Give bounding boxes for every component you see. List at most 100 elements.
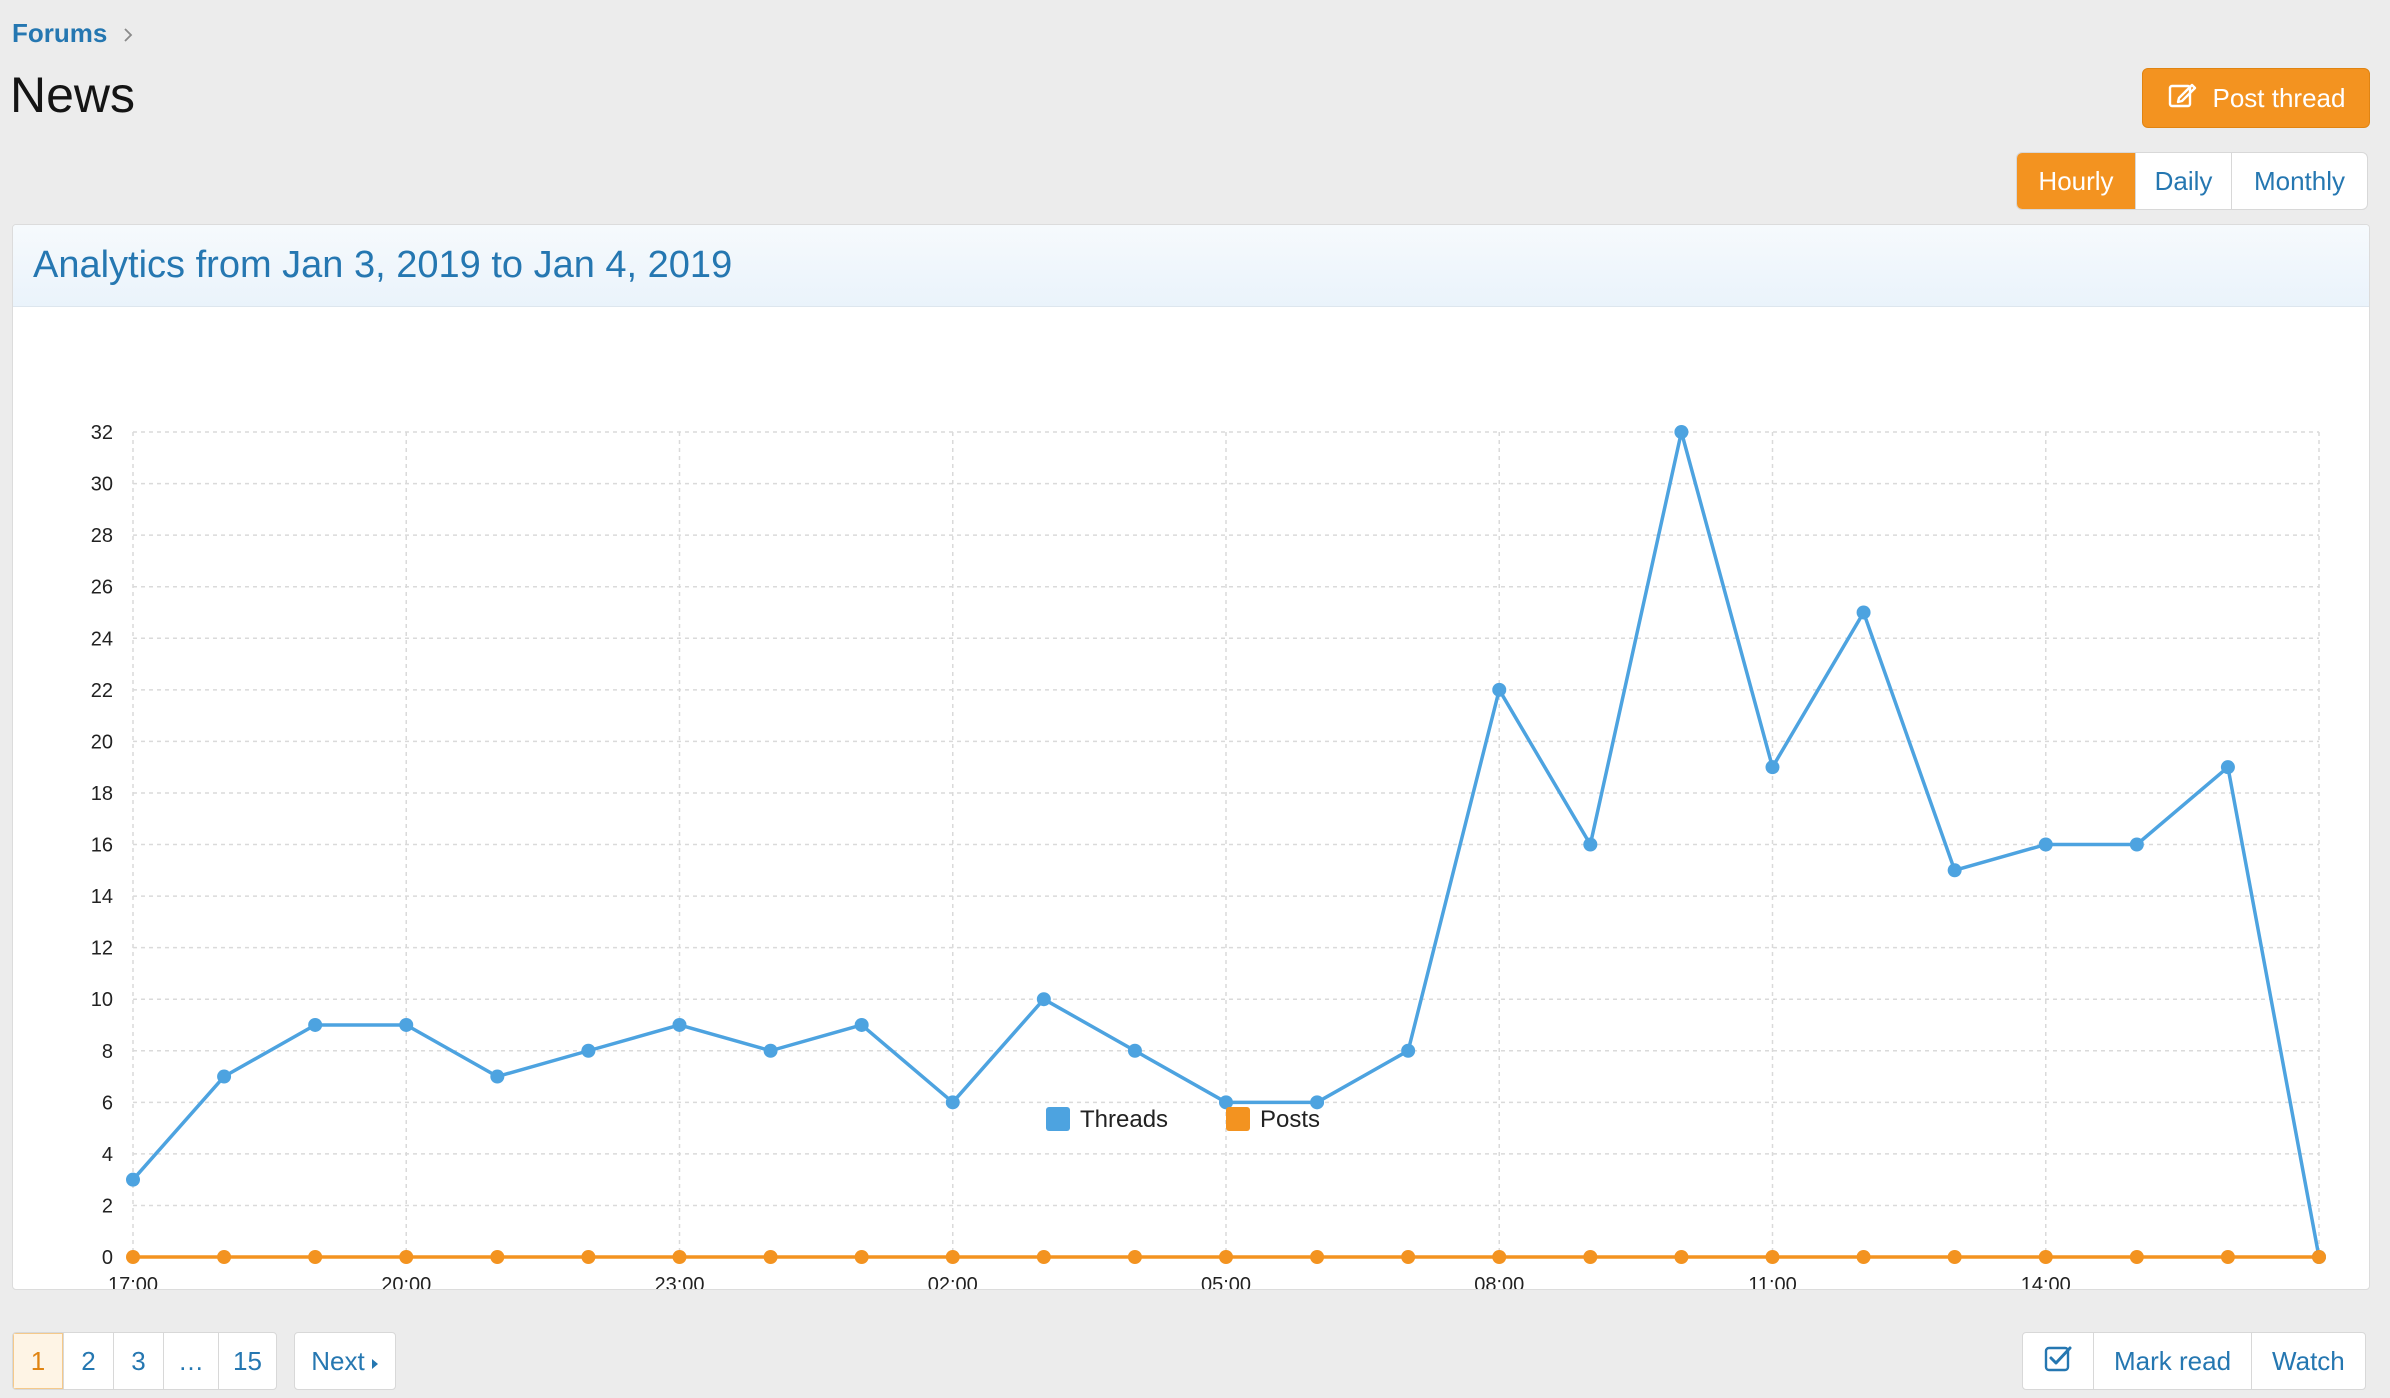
data-point-threads	[1127, 1043, 1142, 1058]
data-point-posts	[2038, 1250, 2053, 1264]
x-tick-label: 23:00	[654, 1274, 704, 1289]
legend-swatch-posts	[1226, 1107, 1250, 1131]
thread-actions: Mark read Watch	[2022, 1332, 2366, 1390]
data-point-posts	[854, 1250, 869, 1264]
data-point-threads	[2129, 837, 2144, 852]
legend-label-posts: Posts	[1260, 1106, 1320, 1133]
y-tick-label: 14	[91, 886, 113, 908]
y-tick-label: 32	[91, 422, 113, 444]
y-tick-label: 16	[91, 835, 113, 857]
data-point-threads	[399, 1017, 414, 1032]
data-point-posts	[2220, 1250, 2235, 1264]
page-link-15[interactable]: 15	[218, 1333, 276, 1389]
post-thread-button[interactable]: Post thread	[2142, 68, 2370, 128]
y-tick-label: 26	[91, 577, 113, 599]
analytics-panel: Analytics from Jan 3, 2019 to Jan 4, 201…	[12, 224, 2370, 1290]
legend-swatch-threads	[1046, 1107, 1070, 1131]
x-tick-label: 17:00	[108, 1274, 158, 1289]
data-point-threads	[217, 1069, 232, 1084]
data-point-posts	[581, 1250, 596, 1264]
data-point-threads	[2038, 837, 2053, 852]
x-tick-label: 05:00	[1201, 1274, 1251, 1289]
data-point-posts	[308, 1250, 323, 1264]
data-point-posts	[126, 1250, 140, 1264]
next-page-button[interactable]: Next	[294, 1332, 396, 1390]
data-point-posts	[2129, 1250, 2144, 1264]
data-point-threads	[2220, 760, 2235, 775]
watch-button[interactable]: Watch	[2251, 1333, 2365, 1389]
analytics-chart: 0 2 4 6 8 10 12 14 16 18 20 22 24 26 28 30 32 17:00 20:00 2…	[13, 307, 2369, 1289]
y-tick-label: 12	[91, 938, 113, 960]
period-hourly-button[interactable]: Hourly	[2017, 153, 2135, 209]
x-tick-label: 14:00	[2021, 1274, 2071, 1289]
checkbox-icon	[2043, 1343, 2073, 1380]
post-thread-label: Post thread	[2212, 82, 2346, 113]
data-point-threads	[1401, 1043, 1416, 1058]
data-point-posts	[1401, 1250, 1416, 1264]
y-tick-label: 0	[102, 1247, 113, 1269]
period-selector: Hourly Daily Monthly	[2016, 152, 2368, 210]
page-link-3[interactable]: 3	[113, 1333, 163, 1389]
data-point-threads	[672, 1017, 687, 1032]
data-point-posts	[1492, 1250, 1507, 1264]
data-point-posts	[490, 1250, 505, 1264]
pagination: 1 2 3 … 15	[12, 1332, 277, 1390]
y-tick-label: 28	[91, 525, 113, 547]
edit-icon	[2167, 80, 2197, 117]
data-point-threads	[854, 1017, 869, 1032]
data-point-threads	[1856, 605, 1871, 620]
data-point-posts	[1583, 1250, 1598, 1264]
x-tick-label: 08:00	[1474, 1274, 1524, 1289]
data-point-posts	[763, 1250, 778, 1264]
data-point-threads	[1219, 1095, 1233, 1110]
data-point-threads	[1674, 425, 1689, 439]
data-point-posts	[945, 1250, 960, 1264]
y-tick-label: 8	[102, 1041, 113, 1063]
y-tick-label: 10	[91, 989, 113, 1011]
y-tick-label: 2	[102, 1195, 113, 1217]
data-point-posts	[1765, 1250, 1780, 1264]
breadcrumb-forums-link[interactable]: Forums	[12, 18, 108, 48]
y-tick-label: 4	[102, 1144, 113, 1166]
y-tick-label: 30	[91, 474, 113, 496]
data-point-posts	[1127, 1250, 1142, 1264]
page-link-2[interactable]: 2	[63, 1333, 113, 1389]
data-point-threads	[763, 1043, 778, 1058]
analytics-panel-header: Analytics from Jan 3, 2019 to Jan 4, 201…	[13, 225, 2369, 307]
data-point-threads	[1492, 682, 1507, 697]
period-daily-button[interactable]: Daily	[2135, 153, 2231, 209]
next-page-label: Next	[311, 1345, 365, 1376]
data-point-posts	[399, 1250, 414, 1264]
data-point-threads	[945, 1095, 960, 1110]
legend-label-threads: Threads	[1080, 1106, 1168, 1133]
data-point-threads	[308, 1017, 323, 1032]
page-jump-ellipsis[interactable]: …	[163, 1333, 218, 1389]
data-point-posts	[1674, 1250, 1689, 1264]
y-tick-label: 24	[91, 628, 113, 650]
data-point-posts	[1036, 1250, 1051, 1264]
data-point-posts	[1219, 1250, 1233, 1264]
data-point-posts	[2312, 1250, 2326, 1264]
data-point-threads	[126, 1172, 140, 1187]
page-link-1[interactable]: 1	[13, 1333, 63, 1389]
data-point-threads	[490, 1069, 505, 1084]
data-point-threads	[1583, 837, 1598, 852]
chevron-right-icon	[121, 27, 135, 42]
mark-read-button[interactable]: Mark read	[2093, 1333, 2251, 1389]
y-tick-label: 18	[91, 783, 113, 805]
period-monthly-button[interactable]: Monthly	[2231, 153, 2367, 209]
caret-right-icon	[371, 1346, 379, 1377]
data-point-posts	[1310, 1250, 1325, 1264]
x-tick-label: 11:00	[1748, 1274, 1797, 1289]
breadcrumb: Forums	[12, 18, 135, 49]
analytics-panel-title: Analytics from Jan 3, 2019 to Jan 4, 201…	[33, 244, 733, 286]
data-point-posts	[1947, 1250, 1962, 1264]
select-threads-button[interactable]	[2023, 1333, 2093, 1389]
y-tick-label: 20	[91, 731, 113, 753]
x-tick-label: 20:00	[381, 1274, 431, 1289]
data-point-threads	[1765, 760, 1780, 775]
data-point-threads	[1947, 863, 1962, 878]
data-point-threads	[1036, 992, 1051, 1007]
x-tick-label: 02:00	[928, 1274, 978, 1289]
